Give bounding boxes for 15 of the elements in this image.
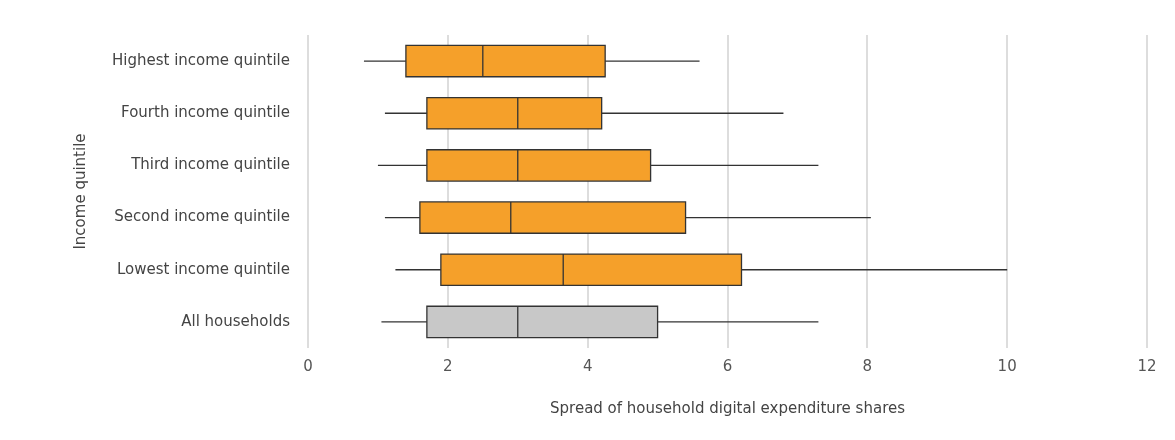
x-axis-title: Spread of household digital expenditure shares [550,398,906,417]
y-tick-label: Fourth income quintile [121,103,291,122]
x-tick-label: 2 [443,356,453,375]
y-tick-label: All households [181,311,291,330]
x-tick-label: 4 [582,356,593,375]
x-tick-label: 0 [303,356,313,375]
x-tick-label: 6 [722,356,733,375]
y-tick-label: Third income quintile [130,155,291,174]
y-axis-title: Income quintile [70,133,89,250]
x-tick-label: 10 [997,356,1017,375]
y-tick-label: Second income quintile [114,207,291,226]
x-tick-label: 8 [862,356,873,375]
x-tick-label: 12 [1137,356,1157,375]
y-tick-label: Highest income quintile [111,50,291,69]
y-tick-label: Lowest income quintile [116,259,291,278]
